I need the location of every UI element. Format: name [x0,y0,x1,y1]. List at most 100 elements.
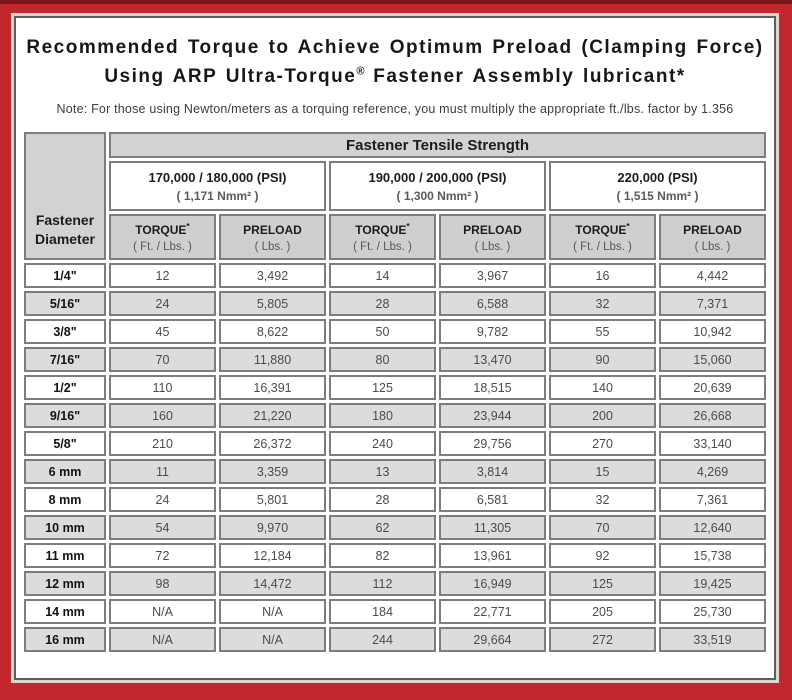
fastener-diameter-cell: 12 mm [24,571,106,596]
preload-value-cell: 3,967 [439,263,546,288]
psi-group-190-200: 190,000 / 200,000 (PSI) ( 1,300 Nmm² ) [329,161,546,211]
fastener-diameter-cell: 8 mm [24,487,106,512]
preload-value-cell: 3,359 [219,459,326,484]
title-line2: Using ARP Ultra-Torque® Fastener Assembl… [104,65,686,87]
fastener-diameter-cell: 16 mm [24,627,106,652]
torque-value-cell: 110 [109,375,216,400]
torque-value-cell: 160 [109,403,216,428]
preload-value-cell: 10,942 [659,319,766,344]
table-row: 7/16" 70 11,880 80 13,470 90 15,060 [24,347,766,372]
asterisk: * [406,221,410,231]
torque-value-cell: 80 [329,347,436,372]
table-row: 8 mm 24 5,801 28 6,581 32 7,361 [24,487,766,512]
content-page: Recommended Torque to Achieve Optimum Pr… [14,16,776,680]
preload-value-cell: 11,880 [219,347,326,372]
table-row: 5/16" 24 5,805 28 6,588 32 7,371 [24,291,766,316]
preload-value-cell: 9,782 [439,319,546,344]
torque-value-cell: 13 [329,459,436,484]
preload-value-cell: 15,060 [659,347,766,372]
torque-value-cell: 112 [329,571,436,596]
fastener-diameter-cell: 11 mm [24,543,106,568]
torque-value-cell: N/A [109,599,216,624]
torque-value-cell: 12 [109,263,216,288]
preload-value-cell: 21,220 [219,403,326,428]
torque-value-cell: 200 [549,403,656,428]
table-row: 12 mm 98 14,472 112 16,949 125 19,425 [24,571,766,596]
table-row: 11 mm 72 12,184 82 13,961 92 15,738 [24,543,766,568]
psi-group-220: 220,000 (PSI) ( 1,515 Nmm² ) [549,161,766,211]
fastener-diameter-cell: 14 mm [24,599,106,624]
torque-value-cell: N/A [109,627,216,652]
torque-value-cell: 45 [109,319,216,344]
torque-value-cell: 50 [329,319,436,344]
torque-column-header: TORQUE* ( Ft. / Lbs. ) [549,214,656,260]
preload-value-cell: 20,639 [659,375,766,400]
torque-value-cell: 272 [549,627,656,652]
preload-value-cell: 9,970 [219,515,326,540]
preload-value-cell: 26,372 [219,431,326,456]
preload-value-cell: 29,756 [439,431,546,456]
torque-value-cell: 125 [329,375,436,400]
torque-value-cell: 28 [329,487,436,512]
preload-value-cell: 25,730 [659,599,766,624]
fastener-diameter-cell: 6 mm [24,459,106,484]
fastener-diameter-cell: 9/16" [24,403,106,428]
table-row: 5/8" 210 26,372 240 29,756 270 33,140 [24,431,766,456]
preload-value-cell: 12,640 [659,515,766,540]
preload-value-cell: 5,805 [219,291,326,316]
table-row: 6 mm 11 3,359 13 3,814 15 4,269 [24,459,766,484]
fastener-diameter-cell: 1/2" [24,375,106,400]
torque-value-cell: 15 [549,459,656,484]
preload-value-cell: 18,515 [439,375,546,400]
preload-value-cell: 16,949 [439,571,546,596]
preload-value-cell: 12,184 [219,543,326,568]
torque-value-cell: 98 [109,571,216,596]
torque-column-header: TORQUE* ( Ft. / Lbs. ) [329,214,436,260]
fastener-diameter-cell: 10 mm [24,515,106,540]
preload-value-cell: 8,622 [219,319,326,344]
preload-value-cell: 22,771 [439,599,546,624]
torque-value-cell: 32 [549,487,656,512]
preload-value-cell: 33,519 [659,627,766,652]
fastener-diameter-cell: 5/8" [24,431,106,456]
torque-value-cell: 125 [549,571,656,596]
torque-value-cell: 24 [109,291,216,316]
torque-value-cell: 24 [109,487,216,512]
preload-value-cell: 4,269 [659,459,766,484]
table-row: 10 mm 54 9,970 62 11,305 70 12,640 [24,515,766,540]
preload-value-cell: 33,140 [659,431,766,456]
preload-value-cell: N/A [219,627,326,652]
fastener-diameter-cell: 3/8" [24,319,106,344]
preload-value-cell: 13,470 [439,347,546,372]
note-text: Note: For those using Newton/meters as a… [56,102,734,116]
preload-value-cell: 26,668 [659,403,766,428]
title-block: Recommended Torque to Achieve Optimum Pr… [21,34,769,116]
table-row: 1/2" 110 16,391 125 18,515 140 20,639 [24,375,766,400]
fastener-diameter-cell: 7/16" [24,347,106,372]
table-row: 9/16" 160 21,220 180 23,944 200 26,668 [24,403,766,428]
torque-value-cell: 270 [549,431,656,456]
torque-value-cell: 92 [549,543,656,568]
preload-value-cell: 6,588 [439,291,546,316]
torque-value-cell: 16 [549,263,656,288]
table-row: 14 mm N/A N/A 184 22,771 205 25,730 [24,599,766,624]
psi-group-170-180: 170,000 / 180,000 (PSI) ( 1,171 Nmm² ) [109,161,326,211]
fastener-diameter-cell: 1/4" [24,263,106,288]
torque-value-cell: 210 [109,431,216,456]
torque-value-cell: 244 [329,627,436,652]
preload-value-cell: 6,581 [439,487,546,512]
torque-value-cell: 14 [329,263,436,288]
preload-value-cell: N/A [219,599,326,624]
torque-value-cell: 72 [109,543,216,568]
preload-value-cell: 4,442 [659,263,766,288]
preload-value-cell: 5,801 [219,487,326,512]
preload-value-cell: 15,738 [659,543,766,568]
torque-value-cell: 62 [329,515,436,540]
asterisk: * [186,221,190,231]
torque-value-cell: 240 [329,431,436,456]
table-row: 3/8" 45 8,622 50 9,782 55 10,942 [24,319,766,344]
registered-trademark-symbol: ® [356,65,365,78]
preload-value-cell: 11,305 [439,515,546,540]
table-body: 1/4" 12 3,492 14 3,967 16 4,442 5/16" 24 5,805 28 6… [24,263,766,652]
